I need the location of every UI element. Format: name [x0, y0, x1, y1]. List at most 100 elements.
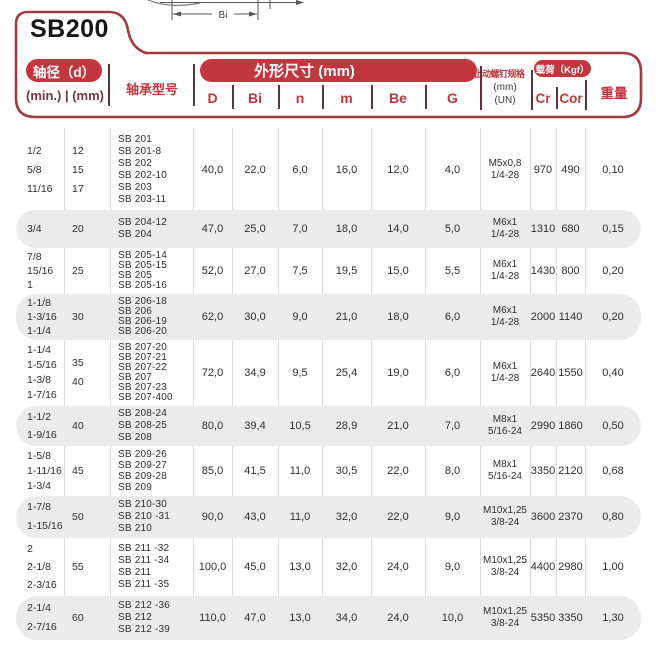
cell-Cor: 1550 [558, 367, 583, 379]
cell-Be: 22,0 [387, 511, 409, 523]
cell-line: 5/16-24 [488, 471, 522, 482]
header-divider [425, 85, 427, 109]
cell-line: M8x1 [492, 414, 518, 425]
bearing-dimension-diagram: Bi [147, 0, 304, 21]
cell-weight: 1,30 [602, 612, 624, 624]
cell-weight: 0,20 [602, 311, 624, 323]
cell-line: 3/8-24 [490, 567, 520, 578]
cell-Cr: 2990 [530, 420, 556, 432]
cell-Be: 14,0 [387, 223, 409, 235]
cell-line: 30 [72, 310, 84, 323]
cell-line: 45 [72, 464, 84, 477]
cell-min: 1-7/8 1-15/16 [16, 496, 64, 538]
cell-line: M8x1 [492, 459, 518, 470]
column-divider [530, 128, 531, 640]
cell-screw: M5x0,8 1/4-28 [480, 130, 530, 210]
cell-n: 13,0 [289, 612, 311, 624]
cell-Bi: 45,0 [244, 561, 266, 573]
table-row: 1-1/8 1-3/16 1-1/4 30 SB 206-18 SB 206 SB 206-… [16, 294, 641, 340]
cell-D: 90,0 [201, 511, 224, 523]
cell-D: 47,0 [201, 223, 224, 235]
table-row: 2-1/4 2-7/16 60 SB 212 -36 SB 212 SB 212 -39 1… [16, 596, 641, 640]
cell-n: 7,0 [292, 223, 308, 235]
cell-Be: 19,0 [387, 367, 409, 379]
cell-n: 13,0 [289, 561, 311, 573]
cell-line: 7/8 [27, 251, 42, 263]
cell-G: 6,0 [444, 367, 461, 379]
cell-line: SB 204 [118, 229, 153, 240]
cell-line: 1-7/16 [27, 389, 57, 401]
column-header-Cor: Cor [559, 91, 583, 106]
cell-weight: 0,15 [602, 223, 624, 235]
cell-weight: 0,50 [602, 420, 624, 432]
cell-Bi: 39,4 [244, 420, 266, 432]
cell-line: 1/4-28 [490, 373, 520, 384]
cell-G: 10,0 [441, 612, 464, 624]
cell-Cor: 800 [561, 265, 580, 277]
cell-screw: M8x1 5/16-24 [480, 406, 530, 446]
cell-line: SB 208-24 [118, 408, 168, 419]
cell-line: M6x1 [492, 217, 518, 228]
cell-Be: 12,0 [387, 164, 409, 176]
cell-screw: M10x1,25 3/8-24 [480, 538, 530, 596]
set-screw-mm-label: (mm) [493, 82, 517, 93]
cell-line: SB 209-26 [118, 449, 168, 460]
cell-mm: 60 [64, 596, 110, 640]
cell-models: SB 201 SB 201-8 SB 202 SB 202-10 SB 203 SB 20… [110, 130, 193, 210]
cell-line: SB 209-28 [118, 471, 168, 482]
cell-line: 20 [72, 222, 84, 235]
cell-line: 1-3/8 [27, 374, 51, 386]
cell-line: 1/4-28 [490, 170, 520, 181]
cell-Bi: 43,0 [244, 511, 266, 523]
cell-models: SB 205-14 SB 205-15 SB 205 SB 205-16 [110, 248, 193, 294]
cell-models: SB 206-18 SB 206 SB 206-19 SB 206-20 [110, 294, 193, 340]
cell-Be: 15,0 [387, 265, 409, 277]
cell-Cr: 1310 [530, 223, 556, 235]
cell-line: SB 211 -35 [118, 579, 170, 590]
cell-mm: 12 15 17 [64, 130, 110, 210]
cell-mm: 40 [64, 406, 110, 446]
header-divider [108, 64, 110, 106]
cell-line: 1-3/16 [27, 311, 57, 323]
cell-line: 15/16 [27, 265, 54, 277]
table-row: 7/8 15/16 1 25 SB 205-14 SB 205-15 SB 205 SB 20… [16, 248, 641, 294]
table-row: 3/4 20 SB 204-12 SB 204 47,0 25,0 7,0 18,0 14,0 5… [16, 210, 641, 248]
cell-line: SB 207-23 [118, 382, 168, 393]
cell-D: 100,0 [198, 561, 227, 573]
cell-D: 80,0 [201, 420, 224, 432]
cell-line: 2-1/8 [27, 561, 51, 573]
cell-line: SB 205-16 [118, 280, 168, 291]
cell-line: SB 205-14 [118, 250, 168, 261]
cell-models: SB 210-30 SB 210 -31 SB 210 [110, 496, 193, 538]
cell-m: 34,0 [335, 612, 358, 624]
cell-n: 10,5 [289, 420, 311, 432]
cell-m: 30,5 [335, 465, 358, 477]
cell-line: SB 206-19 [118, 316, 168, 327]
cell-line: 1-1/4 [27, 325, 51, 337]
cell-min: 2 2-1/8 2-3/16 [16, 538, 64, 596]
bearing-model-column-header: 轴承型号 [125, 82, 178, 97]
cell-line: 17 [72, 182, 84, 195]
column-divider [232, 128, 233, 640]
cell-line: 60 [72, 611, 84, 624]
cell-screw: M6x1 1/4-28 [480, 294, 530, 340]
cell-min: 3/4 [16, 210, 64, 248]
cell-weight: 0,80 [602, 511, 624, 523]
cell-line: SB 205-15 [118, 260, 168, 271]
cell-Be: 22,0 [387, 465, 409, 477]
cell-m: 32,0 [335, 561, 358, 573]
column-divider [110, 128, 111, 640]
shaft-diameter-header-pill: 轴径（d） [26, 59, 102, 82]
cell-G: 6,0 [444, 311, 461, 323]
cell-line: 2-7/16 [27, 621, 57, 633]
cell-screw: M8x1 5/16-24 [480, 446, 530, 496]
header-divider [278, 85, 280, 109]
cell-weight: 1,00 [602, 561, 624, 573]
cell-screw: M6x1 1/4-28 [480, 248, 530, 294]
cell-n: 11,0 [289, 511, 311, 523]
cell-line: SB 206 [118, 306, 153, 317]
cell-models: SB 204-12 SB 204 [110, 210, 193, 248]
cell-line: SB 202-10 [118, 170, 168, 181]
cell-line: SB 212 -36 [118, 600, 171, 611]
cell-G: 9,0 [444, 561, 461, 573]
